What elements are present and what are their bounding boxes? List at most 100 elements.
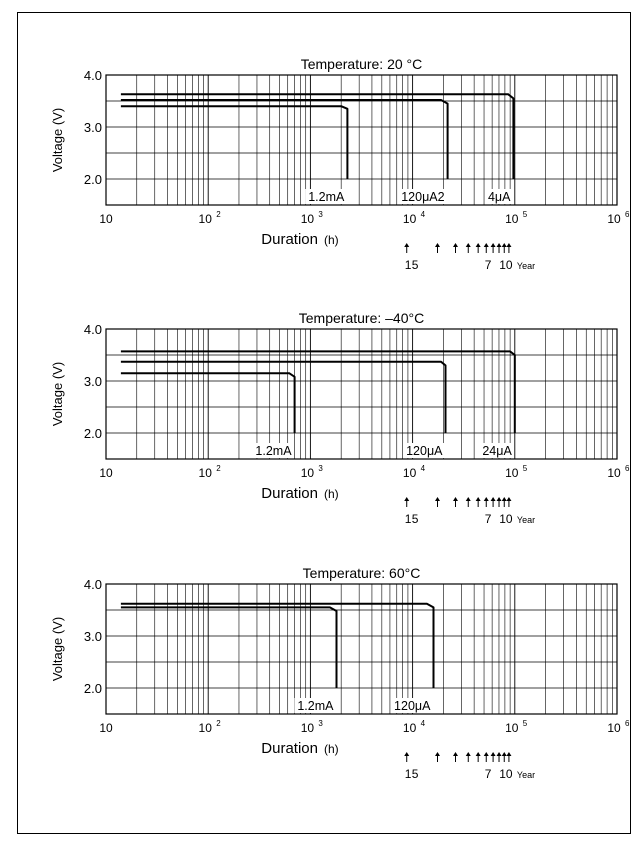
- x-tick-exponent: 5: [523, 210, 528, 219]
- x-tick-exponent: 5: [523, 464, 528, 473]
- x-tick-label: 10: [607, 466, 621, 480]
- x-axis-unit: (h): [324, 233, 339, 247]
- year-arrowhead: [483, 752, 489, 756]
- series-line: [120, 602, 435, 688]
- year-unit-label: Year: [517, 770, 535, 780]
- year-arrowhead: [404, 243, 410, 247]
- series-label: 120μA: [394, 699, 431, 713]
- year-arrowhead: [475, 752, 481, 756]
- series-label: 24μA: [482, 444, 512, 458]
- y-tick-label: 4.0: [84, 577, 102, 592]
- x-tick-exponent: 6: [625, 719, 630, 728]
- series-line: [120, 99, 449, 179]
- year-arrowhead: [475, 497, 481, 501]
- year-arrowhead: [496, 752, 502, 756]
- chart-title: Temperature: –40°C: [299, 310, 424, 326]
- x-tick-label: 10: [607, 212, 621, 226]
- x-tick-label: 10: [199, 721, 213, 735]
- x-tick-label: 10: [99, 212, 113, 226]
- year-arrowhead: [452, 752, 458, 756]
- x-tick-label: 10: [301, 721, 315, 735]
- y-tick-label: 2.0: [84, 681, 102, 696]
- series-line: [120, 372, 296, 433]
- year-unit-label: Year: [517, 515, 535, 525]
- chart-panel-1: Temperature: 20 °C 4.0 3.0 2.0 Voltage (V) 10…: [50, 56, 630, 272]
- y-axis-label: Voltage (V): [50, 362, 65, 426]
- year-arrowhead: [434, 752, 440, 756]
- x-tick-label: 10: [607, 721, 621, 735]
- year-unit-label: Year: [517, 261, 535, 271]
- year-label: 5: [412, 767, 419, 781]
- series-line: [120, 350, 516, 433]
- y-tick-label: 2.0: [84, 172, 102, 187]
- series-label-bg: [252, 443, 294, 458]
- series-line: [120, 606, 338, 688]
- chart-title: Temperature: 60°C: [303, 565, 421, 581]
- x-tick-exponent: 3: [318, 719, 323, 728]
- y-tick-label: 3.0: [84, 374, 102, 389]
- year-arrowhead: [452, 497, 458, 501]
- year-arrowhead: [490, 752, 496, 756]
- year-label: 5: [412, 258, 419, 272]
- y-tick-label: 4.0: [84, 322, 102, 337]
- year-label: 5: [412, 512, 419, 526]
- x-tick-exponent: 4: [421, 210, 426, 219]
- chart-page: Temperature: 20 °C 4.0 3.0 2.0 Voltage (V) 10…: [17, 12, 631, 834]
- x-tick-exponent: 2: [216, 719, 221, 728]
- x-axis-label: Duration: [261, 485, 318, 502]
- year-arrowhead: [490, 497, 496, 501]
- year-arrowhead: [483, 497, 489, 501]
- x-tick-label: 10: [403, 466, 417, 480]
- series-line: [120, 93, 515, 179]
- y-axis-label: Voltage (V): [50, 108, 65, 172]
- x-tick-label: 10: [199, 212, 213, 226]
- series-label: 120μA: [406, 444, 443, 458]
- x-tick-exponent: 4: [421, 464, 426, 473]
- year-label: 1: [405, 767, 412, 781]
- plot-frame: [105, 328, 618, 460]
- x-tick-exponent: 2: [216, 210, 221, 219]
- series-label-bg: [305, 189, 347, 204]
- plot-frame: [105, 583, 618, 715]
- x-tick-label: 10: [301, 466, 315, 480]
- year-label: 1: [405, 258, 412, 272]
- year-label: 10: [499, 258, 513, 272]
- x-tick-label: 10: [403, 721, 417, 735]
- x-axis-label: Duration: [261, 740, 318, 757]
- series-label: 120μA2: [401, 190, 444, 204]
- y-axis-label: Voltage (V): [50, 617, 65, 681]
- year-label: 10: [499, 767, 513, 781]
- year-label: 1: [405, 512, 412, 526]
- year-arrowhead: [506, 752, 512, 756]
- year-arrowhead: [501, 752, 507, 756]
- x-tick-label: 10: [505, 721, 519, 735]
- series-label-bg: [391, 698, 433, 713]
- series-line: [120, 105, 349, 179]
- year-arrowhead: [452, 243, 458, 247]
- year-label: 7: [485, 512, 492, 526]
- series-label-bg: [480, 443, 514, 458]
- year-arrowhead: [404, 497, 410, 501]
- series-label-bg: [486, 189, 513, 204]
- year-arrowhead: [483, 243, 489, 247]
- x-axis-unit: (h): [324, 742, 339, 756]
- year-arrowhead: [465, 752, 471, 756]
- year-label: 10: [499, 512, 513, 526]
- chart-panel-3: Temperature: 60°C 4.0 3.0 2.0 Voltage (V) 10 1…: [50, 565, 630, 781]
- year-arrowhead: [434, 243, 440, 247]
- plot-frame: [105, 74, 618, 206]
- year-arrowhead: [496, 497, 502, 501]
- x-tick-label: 10: [199, 466, 213, 480]
- x-tick-exponent: 5: [523, 719, 528, 728]
- x-tick-label: 10: [99, 721, 113, 735]
- series-label: 1.2mA: [255, 444, 292, 458]
- y-tick-label: 4.0: [84, 68, 102, 83]
- year-label: 7: [485, 258, 492, 272]
- year-arrowhead: [501, 497, 507, 501]
- series-label-bg: [398, 189, 447, 204]
- series-label: 4μA: [488, 190, 511, 204]
- year-arrowhead: [490, 243, 496, 247]
- year-arrowhead: [475, 243, 481, 247]
- year-arrowhead: [404, 752, 410, 756]
- year-arrowhead: [465, 497, 471, 501]
